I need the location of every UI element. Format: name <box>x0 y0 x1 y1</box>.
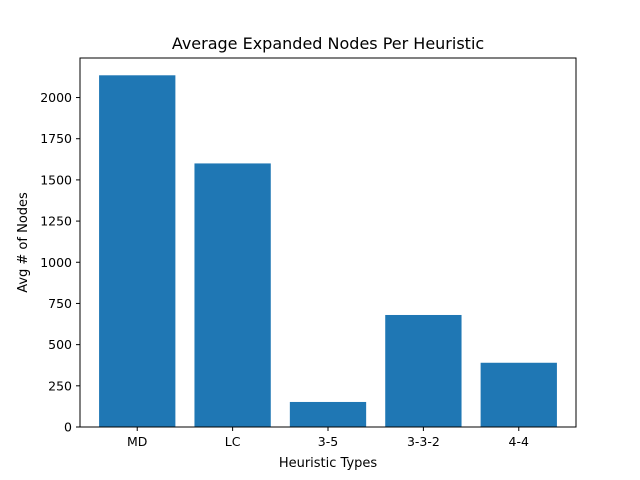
bars-group <box>99 75 557 427</box>
y-tick-label: 1250 <box>40 214 72 229</box>
y-tick-label: 500 <box>48 337 72 352</box>
y-tick-label: 1500 <box>40 172 72 187</box>
x-axis-label: Heuristic Types <box>279 456 378 471</box>
y-tick-label: 750 <box>48 296 72 311</box>
x-tick-label: 3-5 <box>318 434 338 449</box>
y-tick-label: 2000 <box>40 90 72 105</box>
bar-lc <box>194 163 271 427</box>
x-axis-ticks: MD LC 3-5 3-3-2 4-4 <box>127 427 529 449</box>
plot-frame <box>79 57 577 428</box>
y-tick-label: 250 <box>48 378 72 393</box>
x-tick-label: 3-3-2 <box>407 434 440 449</box>
x-tick-label: 4-4 <box>509 434 529 449</box>
y-tick-label: 1000 <box>40 255 72 270</box>
bar-3-3-2 <box>385 314 462 427</box>
y-tick-label: 0 <box>64 420 72 435</box>
bar-3-5 <box>289 401 367 427</box>
y-axis-ticks: 0 250 500 750 1000 1250 1500 1750 2000 <box>40 90 80 435</box>
x-tick-label: LC <box>225 434 241 449</box>
y-tick-label: 1750 <box>40 131 72 146</box>
bar-4-4 <box>480 362 557 427</box>
chart-title: Average Expanded Nodes Per Heuristic <box>172 34 484 53</box>
y-axis-label: Avg # of Nodes <box>16 192 31 293</box>
bar-md <box>99 75 176 427</box>
x-tick-label: MD <box>127 434 147 449</box>
